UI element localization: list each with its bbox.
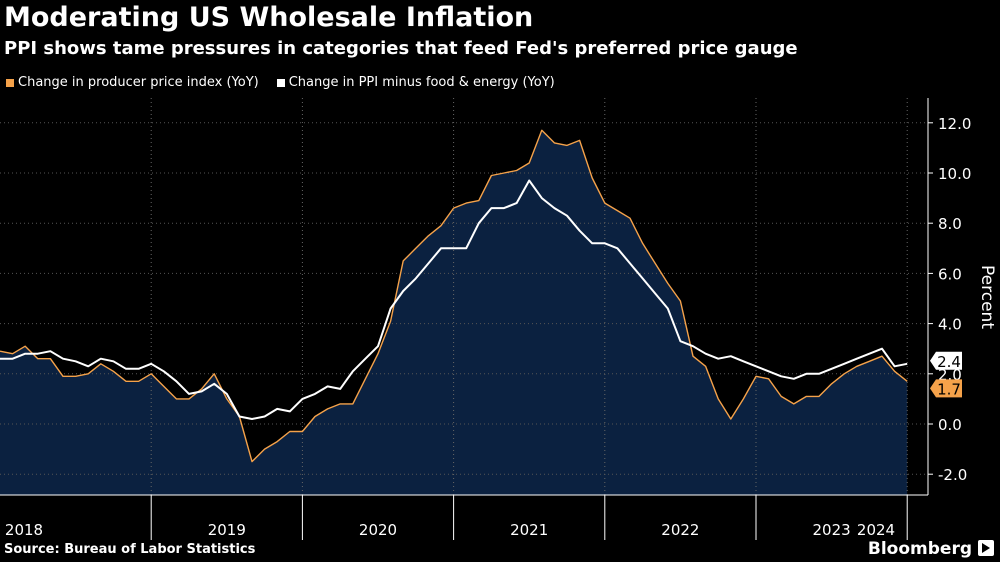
core-end-label-box <box>930 351 962 370</box>
y-tick-label: 4.0 <box>938 316 962 334</box>
y-tick-label: 2.0 <box>938 366 962 384</box>
y-tick-label: -2.0 <box>938 466 967 484</box>
y-tick-label: 0.0 <box>938 416 962 434</box>
legend-label-core: Change in PPI minus food & energy (YoY) <box>288 75 555 90</box>
core-end-label: 2.4 <box>937 353 961 371</box>
y-tick-label: 8.0 <box>938 215 962 233</box>
x-tick-label-2021: 2021 <box>510 521 548 539</box>
legend-label-ppi: Change in producer price index (YoY) <box>18 75 259 90</box>
x-tick-label-2018: 2018 <box>5 521 43 539</box>
legend-swatch-core <box>276 78 285 87</box>
y-tick-label: 6.0 <box>938 265 962 283</box>
ppi-area-fill <box>0 130 908 496</box>
ppi-series-line <box>0 129 908 463</box>
chart-subtitle: PPI shows tame pressures in categories t… <box>4 38 798 59</box>
brand-logo-text: Bloomberg <box>867 539 972 559</box>
ppi-end-label-box <box>930 379 962 398</box>
legend-item-ppi: Change in producer price index (YoY) <box>6 75 259 90</box>
y-axis-label: Percent <box>977 265 997 329</box>
y-tick-label: 10.0 <box>938 165 971 183</box>
x-tick-label-2022: 2022 <box>661 521 699 539</box>
x-tick-label-2020: 2020 <box>359 521 397 539</box>
x-tick-label-2019: 2019 <box>208 521 246 539</box>
legend-swatch-ppi <box>6 78 14 87</box>
bloomberg-play-icon <box>978 540 994 556</box>
core-ppi-series-line <box>0 179 908 420</box>
y-tick-label: 12.0 <box>938 115 971 133</box>
legend: Change in producer price index (YoY) Cha… <box>6 75 555 90</box>
x-tick-label-2024: 2024 <box>857 521 895 539</box>
chart-title: Moderating US Wholesale Inflation <box>4 2 534 33</box>
legend-item-core: Change in PPI minus food & energy (YoY) <box>276 75 555 90</box>
ppi-end-label: 1.7 <box>937 380 961 398</box>
source-note: Source: Bureau of Labor Statistics <box>4 542 256 557</box>
x-tick-label-2023: 2023 <box>813 521 851 539</box>
